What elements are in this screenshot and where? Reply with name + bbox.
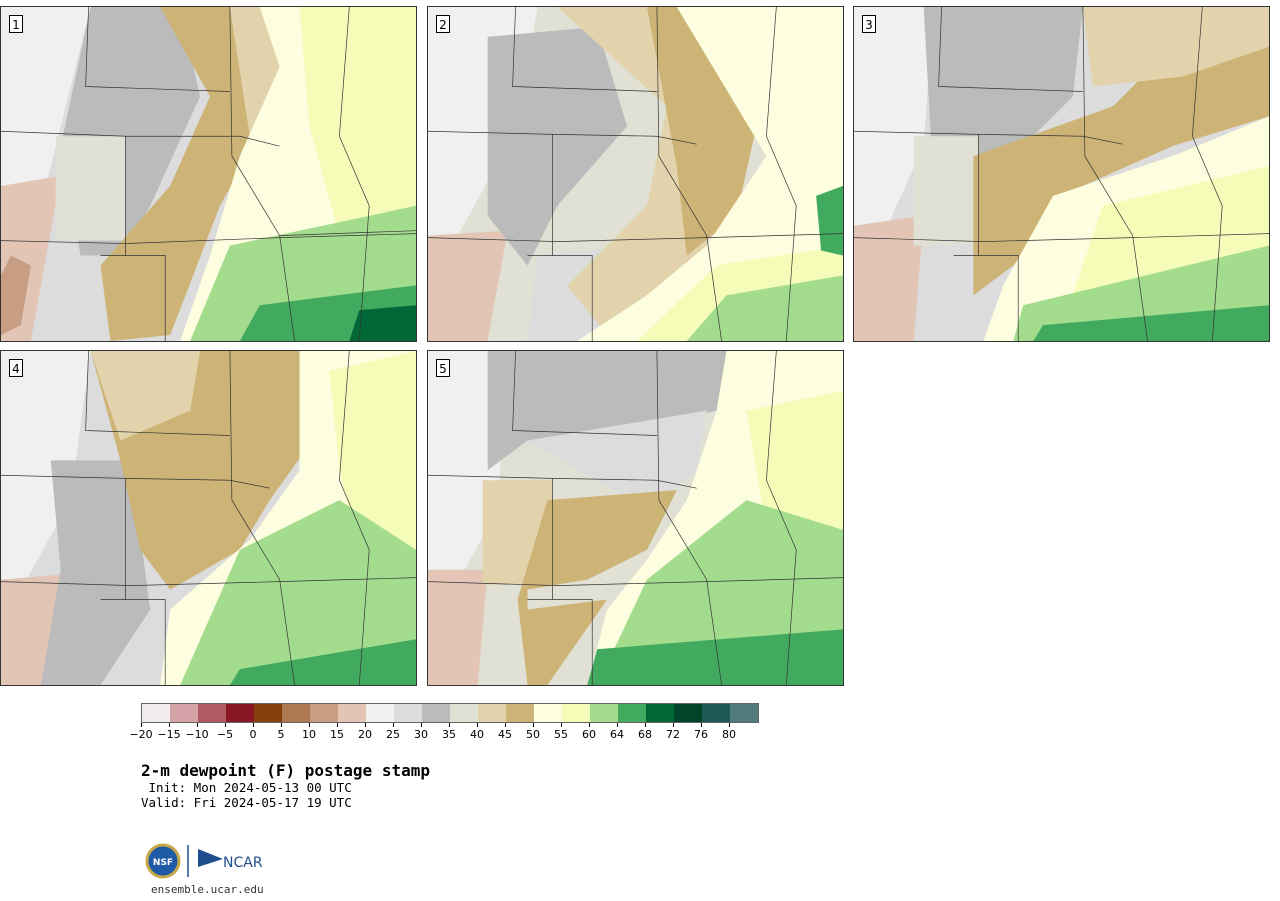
colorbar-label: 30 [414,728,428,741]
colorbar-tick [141,723,142,727]
panel-1: 1 [0,6,417,342]
valid-time: Valid: Fri 2024-05-17 19 UTC [141,795,352,810]
colorbar-tick [477,723,478,727]
colorbar-label: 25 [386,728,400,741]
colorbar-swatch [450,704,478,722]
colorbar-tick [393,723,394,727]
colorbar-swatch [310,704,338,722]
colorbar-tick [281,723,282,727]
colorbar [141,703,759,723]
map-5 [428,351,843,685]
panel-number: 3 [862,15,876,33]
map-1 [1,7,416,341]
colorbar-swatch [674,704,702,722]
colorbar-tick [309,723,310,727]
colorbar-label: 45 [498,728,512,741]
colorbar-swatch [534,704,562,722]
colorbar-label: 5 [277,728,285,741]
panel-3: 3 [853,6,1270,342]
colorbar-swatch [590,704,618,722]
colorbar-swatch [142,704,170,722]
panel-number: 4 [9,359,23,377]
title-block: 2-m dewpoint (F) postage stamp Init: Mon… [141,761,430,811]
map-2 [428,7,843,341]
colorbar-label: 80 [722,728,736,741]
colorbar-label: 60 [582,728,596,741]
colorbar-swatch [198,704,226,722]
colorbar-label: 20 [358,728,372,741]
colorbar-tick [533,723,534,727]
page-title: 2-m dewpoint (F) postage stamp [141,761,430,780]
colorbar-tick [225,723,226,727]
colorbar-tick [505,723,506,727]
colorbar-tick [365,723,366,727]
logo-nsf-text: NSF [153,858,173,868]
colorbar-tick [729,723,730,727]
colorbar-swatch [394,704,422,722]
colorbar-swatch [478,704,506,722]
colorbar-label: 76 [694,728,708,741]
map-3 [854,7,1269,341]
colorbar-tick [421,723,422,727]
colorbar-swatch [422,704,450,722]
colorbar-swatch [506,704,534,722]
colorbar-tick [449,723,450,727]
colorbar-swatch [226,704,254,722]
colorbar-label: −5 [216,728,234,741]
colorbar-swatch [730,704,758,722]
colorbar-swatch [282,704,310,722]
colorbar-label: 10 [302,728,316,741]
colorbar-label: 64 [610,728,624,741]
colorbar-swatch [646,704,674,722]
colorbar-tick [673,723,674,727]
panel-number: 1 [9,15,23,33]
colorbar-tick [617,723,618,727]
colorbar-label: 72 [666,728,680,741]
colorbar-tick [589,723,590,727]
colorbar-label: −20 [129,728,153,741]
colorbar-swatch [338,704,366,722]
colorbar-tick [197,723,198,727]
colorbar-label: 15 [330,728,344,741]
colorbar-label: 40 [470,728,484,741]
colorbar-tick [561,723,562,727]
colorbar-label: −10 [185,728,209,741]
colorbar-label: 50 [526,728,540,741]
colorbar-swatch [702,704,730,722]
panel-2: 2 [427,6,844,342]
colorbar-swatch [366,704,394,722]
colorbar-tick [253,723,254,727]
map-4 [1,351,416,685]
colorbar-swatch [618,704,646,722]
panel-number: 5 [436,359,450,377]
colorbar-label: 35 [442,728,456,741]
colorbar-tick [645,723,646,727]
panel-number: 2 [436,15,450,33]
colorbar-labels: −20 −15 −10 −5 0 5 10 15 20 25 30 35 40 45 50 55 60 64 68 7… [129,723,757,743]
logo-ncar-text: NCAR [223,855,263,871]
colorbar-swatch [170,704,198,722]
colorbar-label: 0 [249,728,257,741]
colorbar-swatch [254,704,282,722]
colorbar-swatch [562,704,590,722]
site-url: ensemble.ucar.edu [151,883,264,896]
panel-4: 4 [0,350,417,686]
colorbar-tick [701,723,702,727]
colorbar-label: −15 [157,728,181,741]
panel-5: 5 [427,350,844,686]
nsf-ncar-logo: NSF NCAR [145,843,263,879]
colorbar-tick [169,723,170,727]
init-time: Init: Mon 2024-05-13 00 UTC [141,780,352,795]
colorbar-label: 68 [638,728,652,741]
colorbar-tick [337,723,338,727]
colorbar-label: 55 [554,728,568,741]
